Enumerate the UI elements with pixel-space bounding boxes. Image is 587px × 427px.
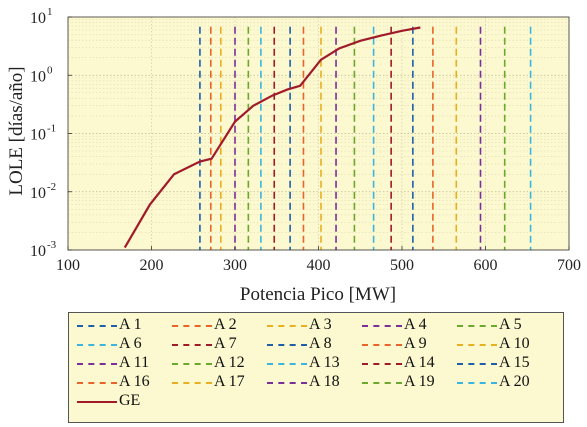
legend-swatch	[172, 382, 212, 384]
legend-swatch	[77, 344, 117, 346]
legend-label: A 4	[404, 316, 427, 333]
legend-label: GE	[119, 392, 141, 409]
legend-label: A 18	[309, 373, 340, 390]
legend-label: A 11	[119, 354, 150, 371]
x-tick-label: 200	[140, 257, 164, 274]
y-tick-label: 10	[30, 10, 46, 27]
legend-label: A 8	[309, 335, 332, 352]
legend-label: A 19	[404, 373, 435, 390]
legend-label: A 7	[214, 335, 237, 352]
series-line-ge	[123, 26, 421, 249]
legend-swatch	[77, 325, 117, 327]
legend-label: A 2	[214, 316, 237, 333]
legend-swatch	[267, 344, 307, 346]
legend-label: A 9	[404, 335, 427, 352]
legend-label: A 3	[309, 316, 332, 333]
legend-label: A 10	[499, 335, 530, 352]
legend-swatch	[172, 363, 212, 365]
legend-label: A 6	[119, 335, 142, 352]
x-tick-label: 300	[223, 257, 247, 274]
legend-swatch	[77, 401, 117, 403]
legend-swatch	[172, 344, 212, 346]
legend-label: A 13	[309, 354, 340, 371]
legend-swatch	[267, 325, 307, 327]
legend-swatch	[267, 382, 307, 384]
y-axis-label: LOLE [días/año]	[6, 66, 27, 195]
legend-swatch	[77, 382, 117, 384]
y-tick-exponent: 1	[47, 6, 53, 18]
legend-swatch	[457, 363, 497, 365]
x-tick-label: 600	[474, 257, 498, 274]
legend-label: A 20	[499, 373, 530, 390]
legend-swatch	[362, 363, 402, 365]
legend-swatch	[362, 344, 402, 346]
x-tick-label: 500	[390, 257, 414, 274]
legend-label: A 16	[119, 373, 150, 390]
legend-swatch	[267, 363, 307, 365]
legend-swatch	[457, 344, 497, 346]
legend-label: A 5	[499, 316, 522, 333]
y-tick-exponent: 0	[47, 64, 53, 76]
legend-label: A 1	[119, 316, 142, 333]
y-tick-label: 10	[30, 243, 46, 260]
x-tick-label: 400	[307, 257, 331, 274]
y-tick-exponent: -2	[47, 181, 56, 193]
x-tick-label: 100	[56, 257, 80, 274]
y-tick-exponent: -3	[47, 239, 57, 251]
legend-label: A 12	[214, 354, 245, 371]
legend-swatch	[457, 325, 497, 327]
legend: A 1 A 2 A 3 A 4 A 5 A 6 A 7 A 8 A 9 A 10 A 11 A 12 A…	[68, 312, 564, 423]
legend-label: A 15	[499, 354, 530, 371]
x-axis-label: Potencia Pico [MW]	[240, 284, 396, 305]
legend-swatch	[362, 325, 402, 327]
legend-label: A 14	[404, 354, 435, 371]
y-tick-label: 10	[30, 185, 46, 202]
y-tick-label: 10	[30, 68, 46, 85]
legend-label: A 17	[214, 373, 245, 390]
legend-swatch	[77, 363, 117, 365]
y-tick-label: 10	[30, 127, 46, 144]
y-tick-exponent: -1	[47, 123, 56, 135]
legend-swatch	[172, 325, 212, 327]
x-tick-label: 700	[557, 257, 581, 274]
legend-swatch	[362, 382, 402, 384]
legend-swatch	[457, 382, 497, 384]
